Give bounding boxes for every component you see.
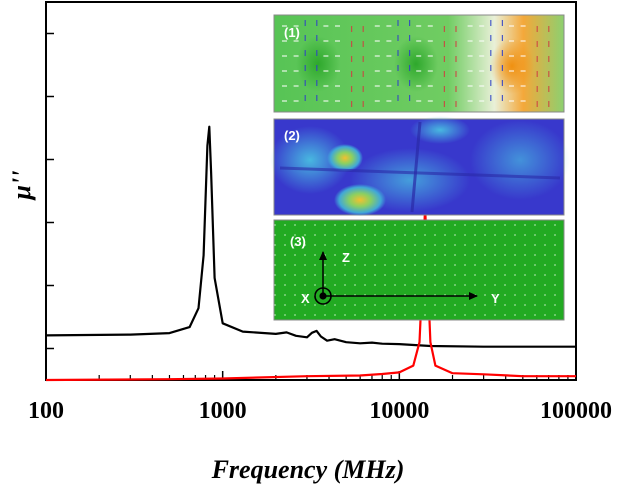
inset-3: (3) Z X Y (273, 219, 565, 321)
inset-1-label: (1) (284, 25, 300, 40)
x-axis-tick-labels: 100 1000 10000 100000 (28, 398, 612, 424)
plot-frame (45, 1, 577, 381)
y-axis-ticks (46, 32, 54, 350)
axis-label-x: X (301, 291, 310, 306)
inset-1: (1) (273, 14, 565, 113)
series-line-1 (45, 125, 576, 348)
x-axis-title: Frequency (MHz) (211, 455, 405, 484)
axis-label-z: Z (342, 250, 350, 265)
inset-1-arrows (282, 20, 550, 107)
x-axis-symbol-outer (314, 287, 332, 305)
inset-3-label: (3) (290, 234, 306, 249)
x-tick-label: 1000 (199, 398, 247, 424)
x-tick-label: 10000 (369, 398, 429, 424)
x-tick-label: 100 (28, 398, 64, 424)
inset-2-label: (2) (284, 128, 300, 143)
x-tick-label: 100000 (540, 398, 612, 424)
inset-2: (2) (270, 116, 570, 216)
x-axis-symbol-dot (319, 292, 327, 300)
y-axis-title: μ'' (7, 171, 36, 202)
axis-label-y: Y (491, 291, 500, 306)
